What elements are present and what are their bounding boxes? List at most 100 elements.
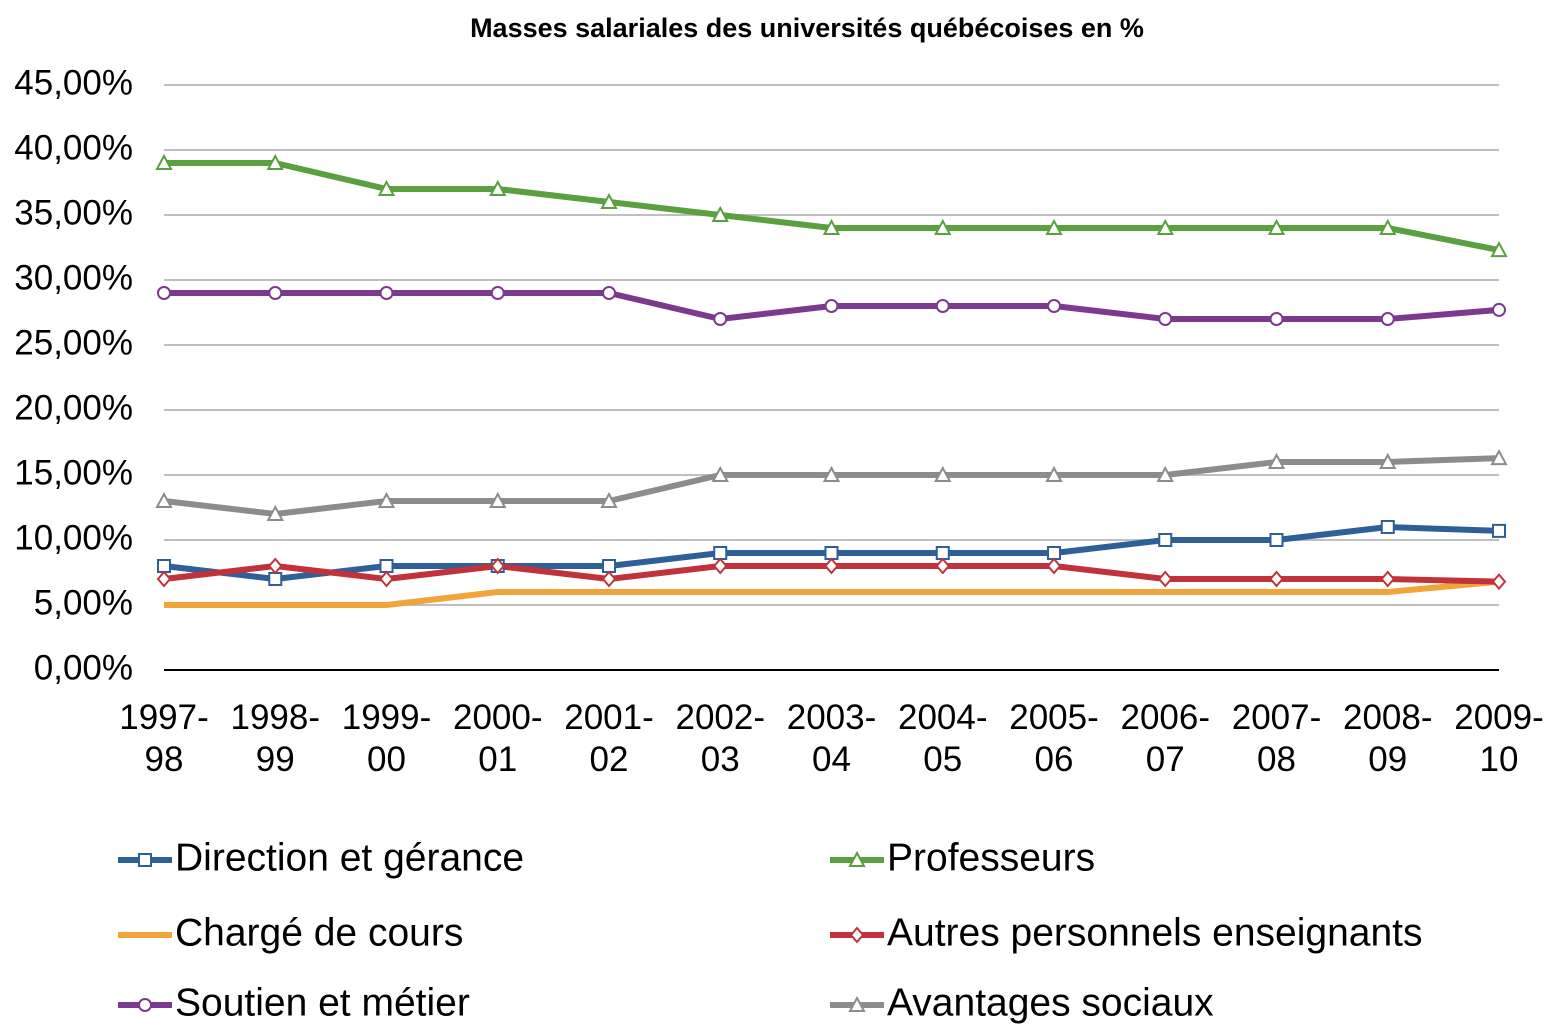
marker (1269, 533, 1284, 547)
marker (267, 557, 283, 575)
legend-marker (138, 853, 152, 867)
legend-label: Autres personnels enseignants (887, 911, 1423, 954)
legend-marker (848, 850, 866, 867)
marker (600, 192, 618, 209)
marker (489, 179, 507, 196)
x-tick-label: 2003-04 (787, 698, 877, 779)
marker (1045, 465, 1063, 482)
marker (824, 557, 839, 575)
series-line (164, 578, 1500, 608)
x-tick-label: 2004-05 (898, 698, 988, 779)
marker (935, 546, 950, 560)
y-tick-label: 15,00% (14, 453, 133, 492)
legend-label: Direction et gérance (175, 836, 524, 879)
legend-item: Avantages sociaux (830, 981, 1214, 1024)
marker (1492, 302, 1506, 317)
marker (935, 299, 950, 313)
marker (155, 491, 173, 508)
x-tick-label: 2002-03 (675, 698, 765, 779)
marker (379, 286, 394, 300)
marker (935, 557, 951, 575)
marker (1492, 523, 1506, 538)
marker (490, 557, 506, 575)
marker (377, 491, 396, 508)
marker (1046, 557, 1062, 575)
marker (1379, 452, 1397, 469)
marker (266, 504, 284, 521)
marker (1269, 570, 1284, 588)
y-tick-label: 0,00% (34, 648, 133, 687)
marker (1156, 218, 1174, 235)
legend-label: Chargé de cours (175, 911, 463, 954)
legend-marker (848, 995, 866, 1012)
legend-label: Soutien et métier (175, 981, 470, 1024)
legend-item: Chargé de cours (118, 911, 463, 954)
x-tick-label: 2007-08 (1232, 698, 1322, 779)
marker (713, 312, 728, 326)
marker (711, 465, 729, 482)
marker (1158, 533, 1173, 547)
marker (1156, 465, 1174, 482)
marker (602, 286, 616, 300)
marker (379, 570, 394, 588)
series-line (164, 160, 1500, 254)
marker (713, 546, 728, 560)
y-tick-label: 40,00% (14, 128, 133, 167)
marker (1490, 448, 1508, 466)
marker (1491, 573, 1507, 591)
x-tick-label: 1998-99 (230, 698, 320, 779)
x-tick-label: 2009-10 (1454, 698, 1544, 779)
y-tick-label: 45,00% (14, 63, 133, 102)
marker (1047, 299, 1061, 313)
legend-item: Direction et gérance (118, 836, 524, 879)
x-tick-label: 2000-01 (453, 698, 543, 779)
legend-item: Autres personnels enseignants (830, 911, 1423, 954)
marker (268, 572, 283, 586)
y-tick-label: 35,00% (14, 193, 133, 232)
marker (934, 218, 952, 235)
marker (824, 546, 839, 560)
marker (600, 491, 618, 508)
marker (1380, 570, 1396, 588)
marker (157, 559, 171, 573)
marker (1380, 312, 1395, 326)
y-tick-label: 20,00% (14, 388, 133, 427)
marker (379, 559, 394, 573)
marker (268, 286, 283, 300)
y-tick-label: 5,00% (34, 583, 133, 622)
marker (157, 286, 171, 300)
marker (601, 570, 617, 588)
x-tick-label: 2008-09 (1343, 698, 1433, 779)
legend-item: Professeurs (830, 836, 1095, 879)
legend-marker (849, 926, 865, 944)
marker (266, 153, 284, 170)
legend-item: Soutien et métier (118, 981, 470, 1024)
marker (1045, 218, 1063, 235)
marker (1157, 570, 1173, 588)
marker (156, 570, 172, 588)
marker (1267, 218, 1286, 235)
x-tick-label: 1997-98 (119, 698, 209, 779)
marker (1269, 312, 1284, 326)
y-tick-label: 25,00% (14, 323, 133, 362)
marker (711, 205, 729, 222)
marker (1267, 452, 1286, 469)
marker (1379, 218, 1397, 235)
marker (934, 465, 952, 482)
marker (377, 179, 396, 196)
marker (155, 153, 173, 170)
legend-marker (138, 998, 152, 1012)
x-tick-label: 2001-02 (564, 698, 654, 779)
marker (822, 218, 841, 235)
marker (824, 299, 839, 313)
marker (1158, 312, 1173, 326)
marker (712, 557, 728, 575)
marker (490, 286, 505, 300)
marker (822, 465, 841, 482)
legend-label: Avantages sociaux (887, 981, 1214, 1024)
y-tick-label: 30,00% (14, 258, 133, 297)
chart-title: Masses salariales des universités québéc… (470, 13, 1144, 43)
marker (1047, 546, 1061, 560)
x-tick-label: 2006-07 (1120, 698, 1210, 779)
